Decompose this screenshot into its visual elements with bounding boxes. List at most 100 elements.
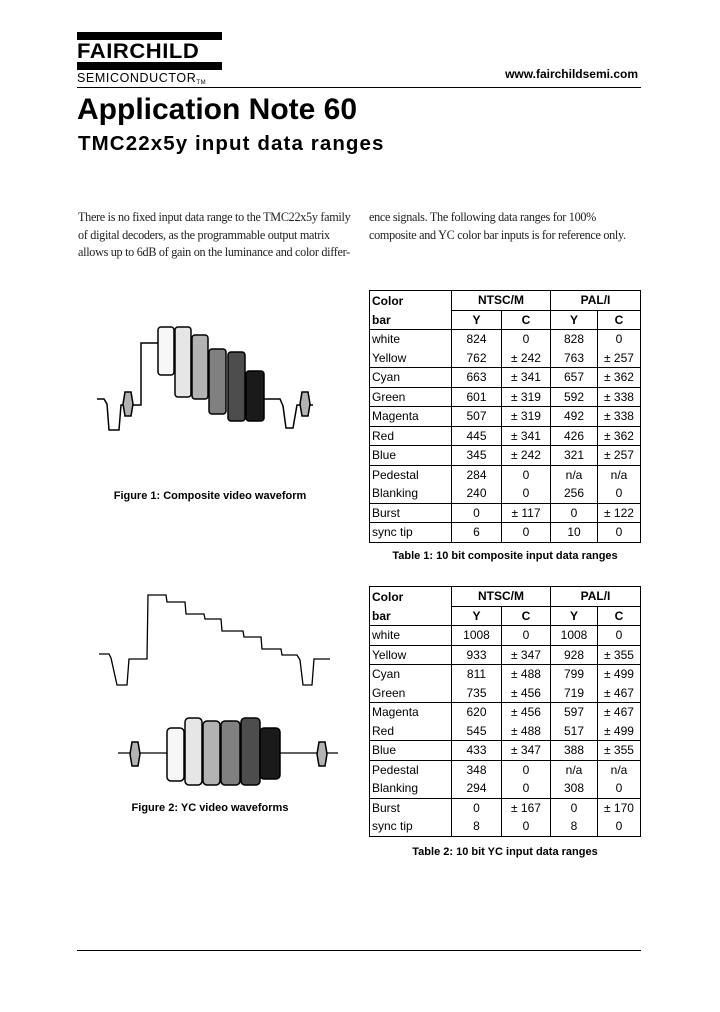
header-ntsc: NTSC/M	[451, 290, 551, 310]
cell: ± 488	[501, 721, 551, 741]
website-url: www.fairchildsemi.com	[505, 67, 638, 81]
header-y: Y	[550, 309, 598, 330]
cell: ± 117	[501, 502, 551, 523]
color-bar	[208, 348, 227, 415]
cell: 426	[550, 425, 598, 446]
cell: ± 341	[501, 425, 551, 446]
cell: 735	[451, 683, 502, 703]
page-subtitle: TMC22x5y input data ranges	[78, 132, 385, 155]
table-row: Green 601 ± 319 592 ± 338	[369, 386, 641, 407]
trademark: TM	[196, 80, 207, 86]
color-bar	[174, 326, 192, 398]
table-row: white 824 0 828 0	[369, 329, 641, 349]
header-rule	[77, 87, 641, 88]
color-bar	[245, 370, 265, 422]
body-paragraph-2: ence signals. The following data ranges …	[369, 210, 626, 242]
row-label: Burst	[369, 797, 452, 817]
cell: 0	[550, 502, 598, 523]
color-bar	[157, 326, 175, 376]
cell: ± 341	[501, 367, 551, 387]
cell: ± 362	[597, 367, 641, 387]
cell: ± 319	[501, 386, 551, 407]
cell: 762	[451, 348, 502, 368]
cell: 0	[501, 329, 551, 349]
logo-subtitle: SEMICONDUCTORTM	[77, 71, 206, 90]
row-label: Cyan	[369, 664, 452, 684]
row-label: Cyan	[369, 367, 452, 387]
cell: 0	[597, 779, 641, 798]
cell: 620	[451, 702, 502, 722]
table-row: Magenta 507 ± 319 492 ± 338	[369, 406, 641, 426]
cell: 8	[451, 817, 502, 837]
cell: 388	[550, 740, 598, 760]
cell: 799	[550, 664, 598, 684]
cell: 0	[501, 759, 551, 779]
cell: 348	[451, 759, 502, 779]
cell: 928	[550, 644, 598, 665]
cell: n/a	[597, 759, 641, 779]
chroma-bar	[184, 717, 203, 786]
header-color: Color	[369, 290, 452, 310]
cell: 811	[451, 664, 502, 684]
cell: 0	[501, 464, 551, 484]
cell: 433	[451, 740, 502, 760]
cell: 0	[597, 522, 641, 543]
luma-waveform-line	[99, 594, 330, 686]
cell: 824	[451, 329, 502, 349]
cell: ± 488	[501, 664, 551, 684]
cell: 663	[451, 367, 502, 387]
cell: ± 167	[501, 797, 551, 817]
cell: 763	[550, 348, 598, 368]
chroma-bar	[166, 727, 185, 782]
row-label: Yellow	[369, 348, 452, 368]
table-row: Magenta 620 ± 456 597 ± 467	[369, 702, 641, 722]
cell: 0	[501, 817, 551, 837]
logo-bar-top	[77, 32, 222, 40]
figure-2-caption: Figure 2: YC video waveforms	[131, 802, 289, 814]
chroma-bar	[259, 727, 281, 780]
cell: 719	[550, 683, 598, 703]
cell: ± 467	[597, 683, 641, 703]
table-row: Yellow 762 ± 242 763 ± 257	[369, 348, 641, 368]
header-y: Y	[451, 309, 502, 330]
row-label: white	[369, 329, 452, 349]
burst-marker	[299, 391, 311, 417]
header-c: C	[501, 605, 551, 626]
cell: n/a	[550, 464, 598, 484]
row-label: Blanking	[369, 779, 452, 798]
header-y: Y	[550, 605, 598, 626]
cell: 0	[597, 817, 641, 837]
row-label: sync tip	[369, 817, 452, 837]
cell: 828	[550, 329, 598, 349]
table-row: Blue 345 ± 242 321 ± 257	[369, 445, 641, 465]
cell: 0	[501, 625, 551, 645]
row-label: Magenta	[369, 702, 452, 722]
row-label: Burst	[369, 502, 452, 523]
header-color: Color	[369, 586, 452, 606]
cell: ± 319	[501, 406, 551, 426]
cell: 933	[451, 644, 502, 665]
row-label: Yellow	[369, 644, 452, 665]
row-label: white	[369, 625, 452, 645]
cell: n/a	[550, 759, 598, 779]
table-row: Cyan 811 ± 488 799 ± 499	[369, 664, 641, 684]
chroma-bar	[220, 720, 241, 786]
cell: 0	[550, 797, 598, 817]
header-pal: PAL/I	[550, 290, 641, 310]
row-label: Pedestal	[369, 759, 452, 779]
figure-2-yc-waveforms	[99, 594, 338, 786]
table-row: Red 445 ± 341 426 ± 362	[369, 425, 641, 446]
table-row: Pedestal 348 0 n/a n/a	[369, 759, 641, 779]
cell: 294	[451, 779, 502, 798]
table-2-caption: Table 2: 10 bit YC input data ranges	[412, 846, 598, 858]
chroma-bar	[240, 717, 261, 786]
header-pal: PAL/I	[550, 586, 641, 606]
table-row: Blanking 294 0 308 0	[369, 779, 641, 798]
table-row: sync tip 8 0 8 0	[369, 817, 641, 837]
cell: 6	[451, 522, 502, 543]
cell: ± 347	[501, 740, 551, 760]
row-label: Pedestal	[369, 464, 452, 484]
